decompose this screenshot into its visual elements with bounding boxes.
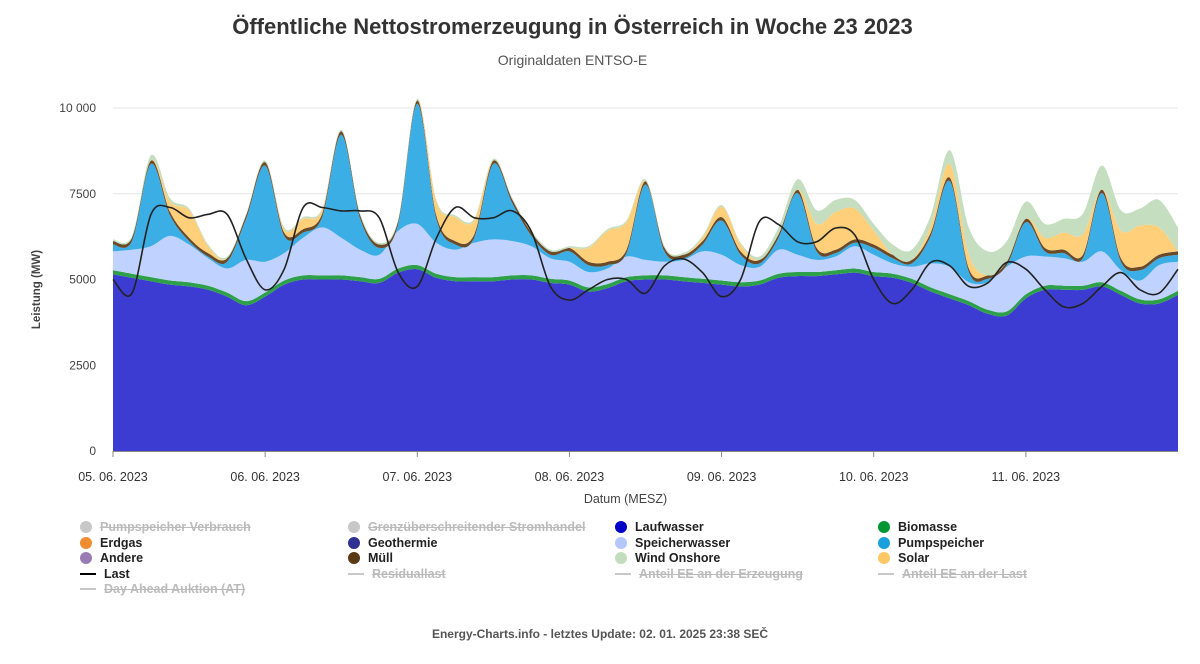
legend-line-symbol xyxy=(80,588,96,590)
area-pumpspeicher xyxy=(113,103,1178,285)
legend-dot-symbol xyxy=(80,521,92,533)
x-tick-label: 05. 06. 2023 xyxy=(78,470,148,484)
legend-item-andere[interactable]: Andere xyxy=(80,551,143,565)
chart-plot: 0 2500 5000 7500 10 000 05. 06. 2023 06. 06. 2… xyxy=(31,98,1179,506)
legend-dot-symbol xyxy=(348,536,360,549)
legend-label: Last xyxy=(104,566,130,581)
legend-label: Biomasse xyxy=(898,520,958,534)
legend-item-anteil-ee-an-der-last[interactable]: Anteil EE an der Last xyxy=(878,567,1027,581)
legend-label: Müll xyxy=(368,551,393,565)
legend-item-residuallast[interactable]: Residuallast xyxy=(348,567,446,581)
y-tick-label: 10 000 xyxy=(59,101,96,115)
legend-label: Erdgas xyxy=(100,535,143,550)
legend-item-geothermie[interactable]: Geothermie xyxy=(348,536,437,550)
legend-label: Anteil EE an der Erzeugung xyxy=(639,566,803,581)
legend-item-last[interactable]: Last xyxy=(80,567,130,581)
x-tick-label: 11. 06. 2023 xyxy=(992,470,1061,484)
area-wind-onshore xyxy=(113,98,1178,276)
legend-dot-symbol xyxy=(348,552,360,564)
x-tick-label: 10. 06. 2023 xyxy=(839,470,909,484)
legend-line-symbol xyxy=(878,572,894,575)
legend-item-wind-onshore[interactable]: Wind Onshore xyxy=(615,551,720,565)
legend-label: Solar xyxy=(898,551,930,565)
legend-dot-symbol xyxy=(615,536,627,549)
x-axis-title: Datum (MESZ) xyxy=(584,492,667,506)
legend-item-m-ll[interactable]: Müll xyxy=(348,551,393,565)
legend-item-anteil-ee-an-der-erzeugung[interactable]: Anteil EE an der Erzeugung xyxy=(615,567,803,581)
legend-item-speicherwasser[interactable]: Speicherwasser xyxy=(615,536,730,550)
y-tick-label: 5000 xyxy=(69,273,96,287)
x-tick-label: 09. 06. 2023 xyxy=(687,470,757,484)
y-axis-title: Leistung (MW) xyxy=(31,250,43,329)
area-laufwasser xyxy=(113,269,1178,451)
legend-item-biomasse[interactable]: Biomasse xyxy=(878,520,957,534)
legend-item-day-ahead-auktion-at-[interactable]: Day Ahead Auktion (AT) xyxy=(80,582,245,596)
x-tick-label: 06. 06. 2023 xyxy=(230,470,300,484)
legend-label: Wind Onshore xyxy=(635,551,721,565)
x-tick-label: 08. 06. 2023 xyxy=(535,470,605,484)
chart-subtitle: Originaldaten ENTSO-E xyxy=(497,52,648,68)
legend-item-erdgas[interactable]: Erdgas xyxy=(80,536,142,550)
legend-item-pumpspeicher[interactable]: Pumpspeicher xyxy=(878,536,984,550)
legend-dot-symbol xyxy=(80,536,92,549)
y-tick-label: 2500 xyxy=(69,358,96,372)
legend-label: Day Ahead Auktion (AT) xyxy=(104,582,246,596)
legend-dot-symbol xyxy=(878,552,890,564)
legend-label: Anteil EE an der Last xyxy=(902,566,1028,581)
y-tick-label: 0 xyxy=(89,444,96,458)
line-last xyxy=(112,202,1179,309)
legend-dot-symbol xyxy=(80,552,92,564)
chart-title: Öffentliche Nettostromerzeugung in Öster… xyxy=(232,14,913,39)
legend-label: Grenzüberschreitender Stromhandel xyxy=(368,520,586,534)
legend-label: Geothermie xyxy=(368,535,438,550)
legend-label: Speicherwasser xyxy=(635,535,731,550)
legend-label: Residuallast xyxy=(372,566,446,581)
legend-dot-symbol xyxy=(615,521,627,533)
x-tick-label: 07. 06. 2023 xyxy=(383,470,453,484)
legend-dot-symbol xyxy=(878,521,890,533)
legend-line-symbol xyxy=(80,572,96,575)
y-tick-label: 7500 xyxy=(69,187,96,201)
footer-update-info: Energy-Charts.info - letztes Update: 02.… xyxy=(431,627,769,641)
legend-item-laufwasser[interactable]: Laufwasser xyxy=(615,520,704,534)
legend-dot-symbol xyxy=(348,521,360,533)
legend-label: Andere xyxy=(100,551,144,565)
legend-item-grenz-berschreitender-stromhandel[interactable]: Grenzüberschreitender Stromhandel xyxy=(348,520,585,534)
legend-item-pumpspeicher-verbrauch[interactable]: Pumpspeicher Verbrauch xyxy=(80,520,251,534)
legend-line-symbol xyxy=(348,572,364,575)
legend-label: Pumpspeicher Verbrauch xyxy=(100,520,251,534)
legend-label: Pumpspeicher xyxy=(898,535,985,550)
area-speicherwasser xyxy=(113,223,1178,313)
legend-dot-symbol xyxy=(878,536,890,549)
legend-line-symbol xyxy=(615,572,631,575)
legend-dot-symbol xyxy=(615,552,627,564)
legend-label: Laufwasser xyxy=(635,520,704,534)
legend-item-solar[interactable]: Solar xyxy=(878,551,929,565)
